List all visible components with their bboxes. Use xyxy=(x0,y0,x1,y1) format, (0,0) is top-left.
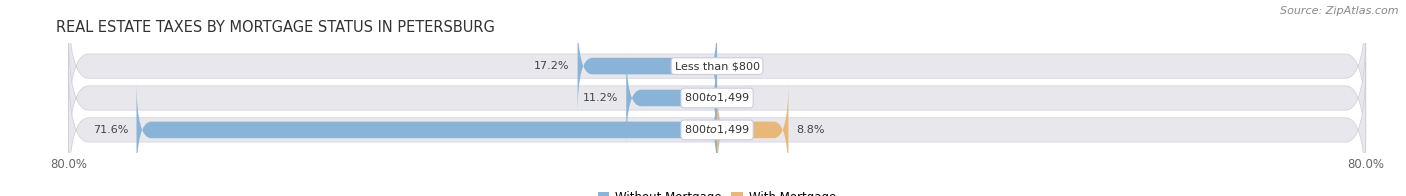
Text: $800 to $1,499: $800 to $1,499 xyxy=(685,123,749,136)
FancyBboxPatch shape xyxy=(69,30,1365,166)
Text: 8.8%: 8.8% xyxy=(797,125,825,135)
FancyBboxPatch shape xyxy=(717,81,789,179)
Text: 71.6%: 71.6% xyxy=(93,125,128,135)
FancyBboxPatch shape xyxy=(69,0,1365,134)
Text: 0.0%: 0.0% xyxy=(725,61,754,71)
Text: Less than $800: Less than $800 xyxy=(675,61,759,71)
Text: 17.2%: 17.2% xyxy=(534,61,569,71)
FancyBboxPatch shape xyxy=(578,17,717,115)
FancyBboxPatch shape xyxy=(136,81,717,179)
FancyBboxPatch shape xyxy=(626,49,717,147)
Text: 11.2%: 11.2% xyxy=(582,93,619,103)
Text: $800 to $1,499: $800 to $1,499 xyxy=(685,92,749,104)
Text: Source: ZipAtlas.com: Source: ZipAtlas.com xyxy=(1281,6,1399,16)
Text: REAL ESTATE TAXES BY MORTGAGE STATUS IN PETERSBURG: REAL ESTATE TAXES BY MORTGAGE STATUS IN … xyxy=(56,20,495,35)
FancyBboxPatch shape xyxy=(69,62,1365,196)
Legend: Without Mortgage, With Mortgage: Without Mortgage, With Mortgage xyxy=(598,191,837,196)
Text: 0.0%: 0.0% xyxy=(725,93,754,103)
